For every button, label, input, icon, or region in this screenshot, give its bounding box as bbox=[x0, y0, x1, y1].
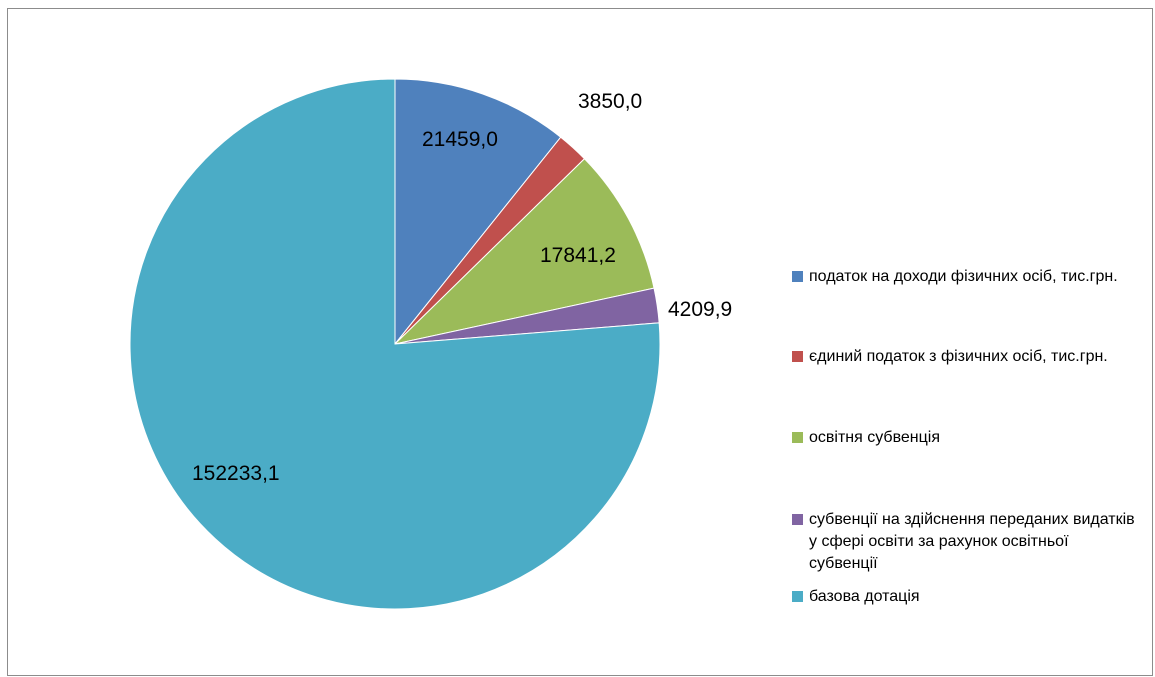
legend-swatch-education-subvention bbox=[792, 432, 803, 443]
data-label-single-tax: 3850,0 bbox=[578, 90, 642, 113]
legend-item-education-subvention: освітня субвенція bbox=[792, 427, 1139, 449]
legend-swatch-base-grant bbox=[792, 591, 803, 602]
legend-item-single-tax: єдиний податок з фізичних осіб, тис.грн. bbox=[792, 346, 1139, 368]
legend-label-base-grant: базова дотація bbox=[809, 588, 920, 605]
legend-item-pdfo: податок на доходи фізичних осіб, тис.грн… bbox=[792, 266, 1139, 288]
data-label-base-grant: 152233,1 bbox=[192, 462, 280, 485]
legend-label-single-tax: єдиний податок з фізичних осіб, тис.грн. bbox=[809, 348, 1108, 365]
pie-slice-pdfo bbox=[394, 78, 562, 346]
legend-label-education-subvention: освітня субвенція bbox=[809, 429, 941, 446]
legend-label-transferred-expenses: субвенції на здійснення переданих видатк… bbox=[809, 511, 1135, 572]
data-label-education-subvention: 17841,2 bbox=[540, 244, 616, 267]
legend-label-pdfo: податок на доходи фізичних осіб, тис.грн… bbox=[809, 268, 1118, 285]
legend-swatch-single-tax bbox=[792, 351, 803, 362]
data-label-pdfo: 21459,0 bbox=[422, 128, 498, 151]
legend-swatch-transferred-expenses bbox=[792, 514, 803, 525]
data-label-transferred-expenses: 4209,9 bbox=[668, 298, 732, 321]
pie-slice-education-subvention bbox=[393, 158, 655, 345]
pie-slice-base-grant bbox=[129, 78, 661, 610]
legend-item-base-grant: базова дотація bbox=[792, 586, 1139, 608]
legend-item-transferred-expenses: субвенції на здійснення переданих видатк… bbox=[792, 509, 1139, 575]
legend-swatch-pdfo bbox=[792, 271, 803, 282]
